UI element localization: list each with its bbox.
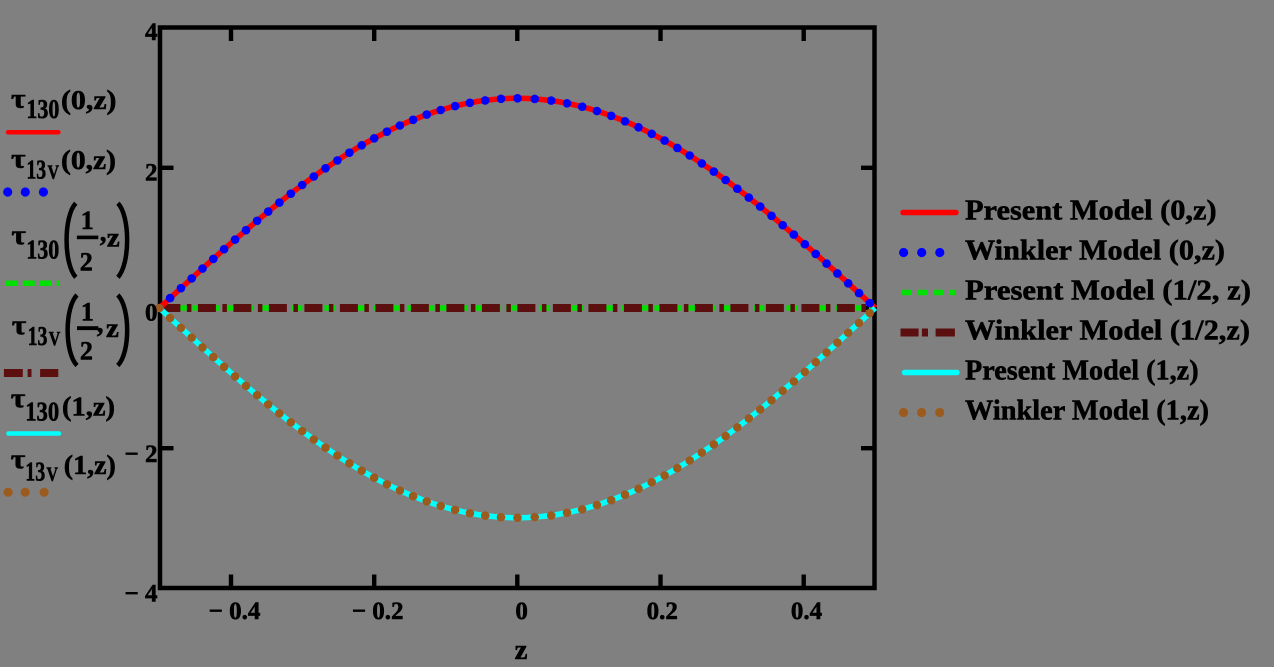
svg-text:130: 130 — [26, 235, 59, 265]
svg-text:Present Model (0,z): Present Model (0,z) — [965, 195, 1217, 227]
svg-text:Present Model (1/2, z): Present Model (1/2, z) — [965, 275, 1251, 307]
svg-text:− 2: − 2 — [125, 441, 158, 468]
svg-text:Winkler Model (1,z): Winkler Model (1,z) — [965, 395, 1209, 427]
svg-text:z: z — [107, 222, 120, 252]
svg-text:1: 1 — [81, 298, 94, 327]
svg-text:(1,z): (1,z) — [64, 450, 116, 480]
svg-text:13: 13 — [26, 155, 46, 185]
svg-text:13: 13 — [28, 321, 48, 351]
svg-text:V: V — [48, 162, 60, 184]
svg-text:− 0.4: − 0.4 — [209, 598, 261, 625]
svg-text:Winkler Model (0,z): Winkler Model (0,z) — [965, 235, 1225, 267]
svg-text:Winkler Model (1/2,z): Winkler Model (1/2,z) — [965, 315, 1250, 347]
svg-text:(1,z): (1,z) — [62, 391, 115, 421]
svg-text:2: 2 — [80, 336, 93, 365]
svg-text:z: z — [106, 313, 119, 343]
svg-text:0.2: 0.2 — [647, 598, 678, 625]
svg-text:τ: τ — [11, 383, 26, 413]
svg-text:Present Model (1,z): Present Model (1,z) — [965, 355, 1199, 387]
svg-text:2: 2 — [145, 159, 158, 186]
svg-text:1: 1 — [81, 206, 94, 235]
svg-text:V: V — [47, 464, 59, 486]
svg-text:τ: τ — [11, 444, 26, 474]
svg-text:2: 2 — [80, 248, 93, 277]
svg-text:− 0.2: − 0.2 — [352, 598, 404, 625]
svg-text:,: , — [100, 217, 107, 247]
svg-text:(0,z): (0,z) — [61, 85, 117, 115]
svg-text:130: 130 — [25, 397, 59, 427]
svg-text:0.4: 0.4 — [791, 598, 823, 625]
svg-text:0: 0 — [145, 300, 158, 327]
svg-text:z: z — [515, 634, 528, 666]
svg-text:τ: τ — [11, 220, 26, 250]
svg-text:τ: τ — [11, 84, 26, 114]
svg-text:0: 0 — [515, 598, 528, 625]
svg-text:130: 130 — [26, 94, 59, 124]
svg-text:− 4: − 4 — [125, 581, 158, 608]
svg-text:4: 4 — [145, 19, 158, 46]
svg-text:τ: τ — [11, 144, 26, 174]
svg-text:V: V — [49, 328, 61, 350]
svg-text:(0,z): (0,z) — [61, 145, 116, 175]
svg-text:τ: τ — [12, 310, 27, 340]
svg-text:,: , — [97, 308, 104, 338]
svg-text:13: 13 — [25, 457, 45, 487]
